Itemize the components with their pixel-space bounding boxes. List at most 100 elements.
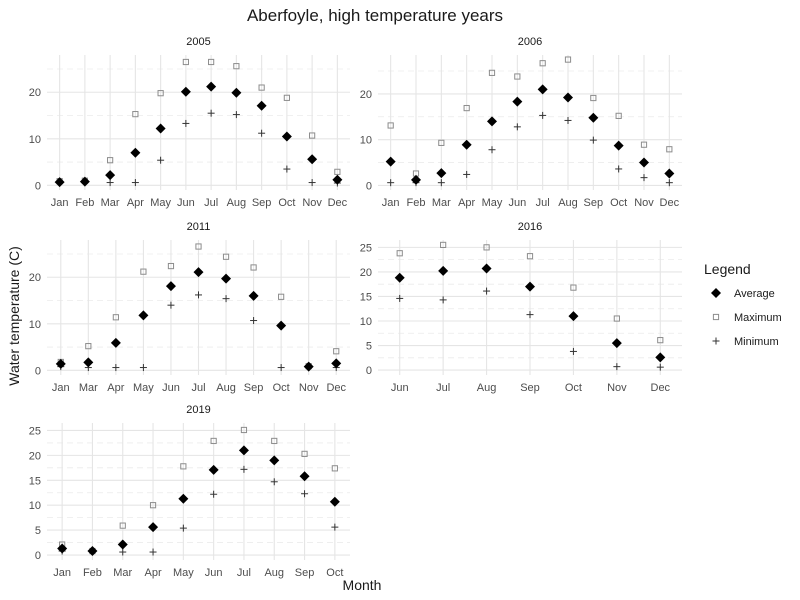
x-tick-label: Aug: [477, 382, 497, 394]
minimum-point: [439, 296, 447, 304]
x-tick-label: May: [173, 567, 194, 579]
average-point: [256, 100, 267, 111]
average-point: [664, 168, 675, 179]
legend-item-minimum: Minimum: [712, 336, 779, 348]
minimum-point: [539, 111, 547, 119]
minimum-point: [250, 317, 258, 325]
x-tick-label: Apr: [107, 382, 124, 394]
x-tick-label: Sep: [584, 197, 604, 209]
average-point: [193, 267, 204, 278]
minimum-point: [656, 363, 664, 371]
maximum-point: [240, 426, 248, 434]
y-tick-label: 0: [35, 365, 41, 377]
minimum-point: [488, 146, 496, 154]
average-point: [331, 358, 342, 369]
chart-title: Aberfoyle, high temperature years: [247, 6, 503, 25]
x-tick-label: Nov: [607, 382, 627, 394]
average-point: [138, 310, 149, 321]
panel-2006: 2006 0 10 20 Jan Feb Mar Apr May Jun Jul Aug Sep Oct N…: [360, 36, 682, 209]
maximum-point: [278, 293, 285, 300]
legend-key-minimum: [712, 337, 720, 345]
average-point: [655, 352, 666, 363]
y-tick-label: 15: [29, 475, 41, 487]
minimum-point: [195, 291, 202, 299]
average-point: [87, 546, 98, 557]
panel-2016: 2016 0 5 10 15 20 25 Jun Jul Aug Sep Oct Nov Dec: [360, 221, 682, 394]
x-tick-label: May: [133, 382, 154, 394]
minimum-point: [283, 165, 291, 173]
minimum-point: [258, 129, 266, 137]
maximum-point: [526, 253, 534, 260]
minimum-point: [437, 179, 445, 187]
x-tick-label: Sep: [295, 567, 315, 579]
minimum-point: [240, 465, 248, 473]
minimum-point: [157, 156, 165, 164]
x-tick-label: Sep: [244, 382, 264, 394]
average-point: [206, 81, 217, 92]
maximum-point: [483, 244, 490, 251]
maximum-point: [396, 250, 403, 257]
y-tick-label: 10: [29, 134, 41, 146]
x-axis-title: Month: [343, 577, 382, 593]
maximum-point: [195, 243, 202, 250]
average-point: [481, 263, 492, 274]
minimum-point: [513, 123, 521, 131]
legend-title: Legend: [704, 261, 751, 277]
maximum-point: [112, 314, 119, 321]
average-point: [165, 281, 176, 292]
y-tick-label: 10: [360, 316, 372, 328]
minimum-point: [483, 287, 491, 295]
average-point: [461, 139, 472, 150]
average-point: [248, 290, 259, 301]
panel-title: 2019: [186, 404, 210, 416]
average-point: [269, 455, 280, 466]
maximum-point: [334, 168, 341, 175]
minimum-point: [308, 179, 316, 187]
panel-title: 2006: [518, 36, 542, 48]
x-tick-label: Apr: [144, 567, 161, 579]
minimum-point: [564, 116, 572, 124]
y-tick-label: 5: [35, 525, 41, 537]
average-point: [303, 361, 314, 372]
x-tick-label: Oct: [565, 382, 582, 394]
y-tick-label: 5: [366, 341, 372, 353]
average-point: [299, 471, 310, 482]
panel-2019: 2019 0 5 10 15 20 25 Jan Feb Mar Apr May Jun Jul Aug Se…: [29, 404, 350, 579]
maximum-point: [210, 437, 217, 445]
legend-label: Average: [734, 288, 775, 300]
minimum-point: [207, 109, 215, 117]
x-tick-label: Jul: [536, 197, 550, 209]
minimum-point: [569, 347, 577, 355]
legend-item-average: Average: [711, 288, 775, 300]
maximum-point: [613, 315, 620, 322]
minimum-point: [526, 311, 534, 319]
x-tick-label: Sep: [252, 197, 272, 209]
maximum-point: [331, 465, 338, 472]
x-tick-label: Jun: [177, 197, 195, 209]
x-tick-label: May: [482, 197, 503, 209]
maximum-point: [463, 104, 470, 112]
maximum-point: [514, 73, 521, 80]
minimum-point: [106, 179, 114, 187]
maximum-point: [132, 111, 139, 118]
y-tick-label: 10: [360, 135, 372, 147]
panel-title: 2016: [518, 221, 542, 233]
x-tick-label: Jul: [237, 567, 251, 579]
x-tick-label: Dec: [326, 382, 346, 394]
y-tick-label: 20: [29, 87, 41, 99]
x-tick-label: Oct: [273, 382, 290, 394]
y-tick-label: 20: [360, 89, 372, 101]
minimum-point: [139, 364, 147, 372]
x-tick-label: Feb: [83, 567, 102, 579]
maximum-point: [85, 343, 92, 350]
x-tick-label: Jul: [436, 382, 450, 394]
average-point: [130, 147, 141, 158]
average-point: [487, 116, 497, 127]
average-point: [611, 338, 622, 349]
legend-item-maximum: Maximum: [712, 312, 782, 324]
average-point: [221, 273, 232, 284]
x-tick-label: Nov: [302, 197, 322, 209]
average-point: [208, 464, 219, 475]
average-point: [281, 131, 292, 142]
